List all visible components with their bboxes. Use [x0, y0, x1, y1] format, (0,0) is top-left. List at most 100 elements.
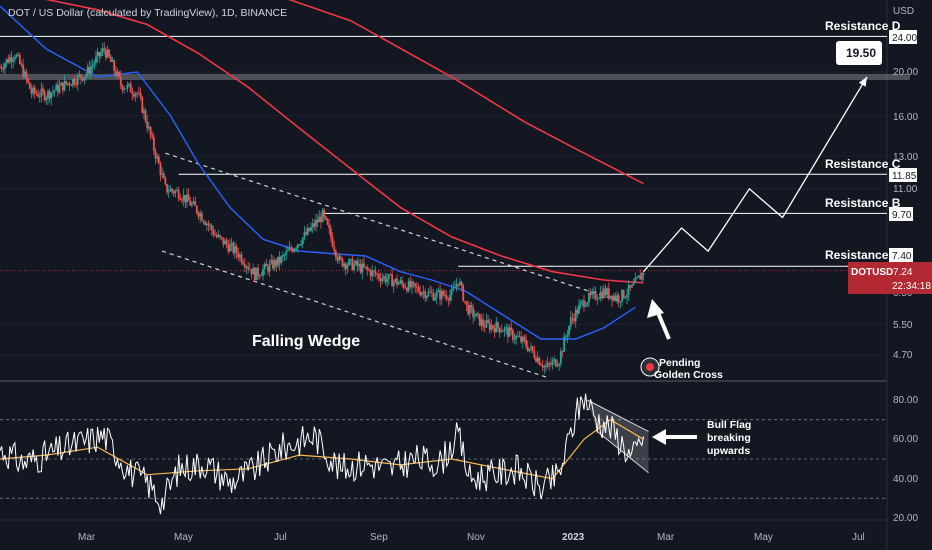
candle	[564, 334, 567, 341]
resistance-d-label: Resistance D	[825, 19, 901, 33]
candle	[636, 276, 638, 280]
candle-body	[210, 225, 213, 231]
candle	[119, 70, 122, 89]
candle	[341, 257, 344, 268]
candle	[234, 241, 236, 259]
candle	[516, 330, 519, 338]
candle-body	[234, 246, 236, 253]
candle-body	[83, 77, 86, 81]
candle	[336, 254, 339, 264]
candle	[278, 251, 281, 271]
candle-body	[238, 254, 241, 258]
golden-cross-arrowhead	[647, 299, 664, 318]
candle	[434, 292, 436, 302]
candle-body	[432, 293, 435, 301]
candle-body	[569, 317, 572, 326]
candle-body	[556, 365, 559, 367]
candle	[205, 221, 208, 231]
candle	[475, 313, 478, 317]
candle	[255, 267, 258, 281]
candle	[9, 53, 11, 64]
candle	[467, 300, 470, 316]
candle-body	[176, 190, 178, 191]
candle	[147, 122, 150, 131]
candle-body	[258, 275, 261, 277]
candle-body	[346, 265, 349, 269]
candle	[607, 282, 610, 301]
candle	[513, 333, 516, 345]
candle-body	[245, 266, 248, 268]
candle	[401, 275, 403, 288]
candle	[151, 131, 154, 140]
candle	[136, 91, 139, 98]
candle-body	[0, 67, 3, 69]
candle	[305, 227, 307, 236]
candle	[113, 59, 116, 76]
candle-body	[103, 48, 106, 50]
candle-body	[543, 365, 546, 368]
candle-body	[200, 213, 203, 221]
candle-body	[0, 67, 1, 68]
candle	[348, 258, 350, 267]
candle	[124, 88, 127, 90]
price-tick-11: 11.00	[893, 184, 918, 195]
candle-body	[257, 267, 259, 276]
candle	[78, 70, 81, 78]
candle	[369, 268, 372, 281]
candle	[280, 254, 283, 266]
candle-body	[497, 322, 499, 328]
candle-body	[541, 365, 544, 368]
candle-body	[174, 190, 177, 194]
candle	[386, 272, 389, 288]
candle-body	[387, 274, 390, 280]
candle-body	[566, 334, 569, 337]
candle-body	[440, 290, 443, 300]
candle	[65, 80, 68, 86]
resistance-a-tag	[889, 248, 913, 262]
candle-body	[336, 256, 339, 261]
candle-body	[255, 267, 258, 281]
golden-cross-label: Golden Cross	[654, 369, 723, 381]
candle	[356, 258, 359, 272]
candle	[235, 243, 238, 259]
candle-body	[612, 295, 615, 301]
candle	[303, 225, 306, 241]
candle	[109, 54, 112, 63]
candle-body	[411, 281, 413, 288]
candle-body	[483, 326, 486, 328]
candle-body	[197, 212, 200, 217]
candle-body	[118, 71, 121, 77]
time-tick-mar-2023: Mar	[657, 532, 675, 543]
candle-body	[15, 54, 18, 58]
candle-body	[629, 285, 632, 288]
candle-body	[288, 247, 291, 251]
candle-body	[579, 302, 582, 305]
candle-body	[606, 288, 609, 296]
candle	[556, 359, 559, 368]
candle-body	[235, 246, 238, 254]
current-price-value: 7.24	[893, 267, 913, 278]
candle-body	[18, 55, 21, 64]
candle-body	[447, 298, 450, 301]
candle	[265, 258, 268, 267]
candle-body	[222, 237, 225, 245]
candle	[505, 323, 508, 335]
candle-body	[318, 216, 321, 223]
candle	[179, 194, 182, 201]
candle	[391, 269, 393, 287]
candle	[48, 88, 51, 103]
candle	[263, 261, 266, 276]
candle	[4, 61, 6, 75]
candle	[642, 271, 645, 281]
candle	[61, 82, 64, 95]
candle	[407, 277, 410, 293]
candle	[604, 284, 607, 298]
candle-body	[189, 200, 192, 206]
candle-body	[4, 63, 6, 70]
candle	[593, 286, 595, 299]
candle-body	[363, 263, 365, 268]
candle	[272, 255, 274, 271]
candle	[545, 360, 547, 372]
candlesticks	[0, 42, 645, 375]
